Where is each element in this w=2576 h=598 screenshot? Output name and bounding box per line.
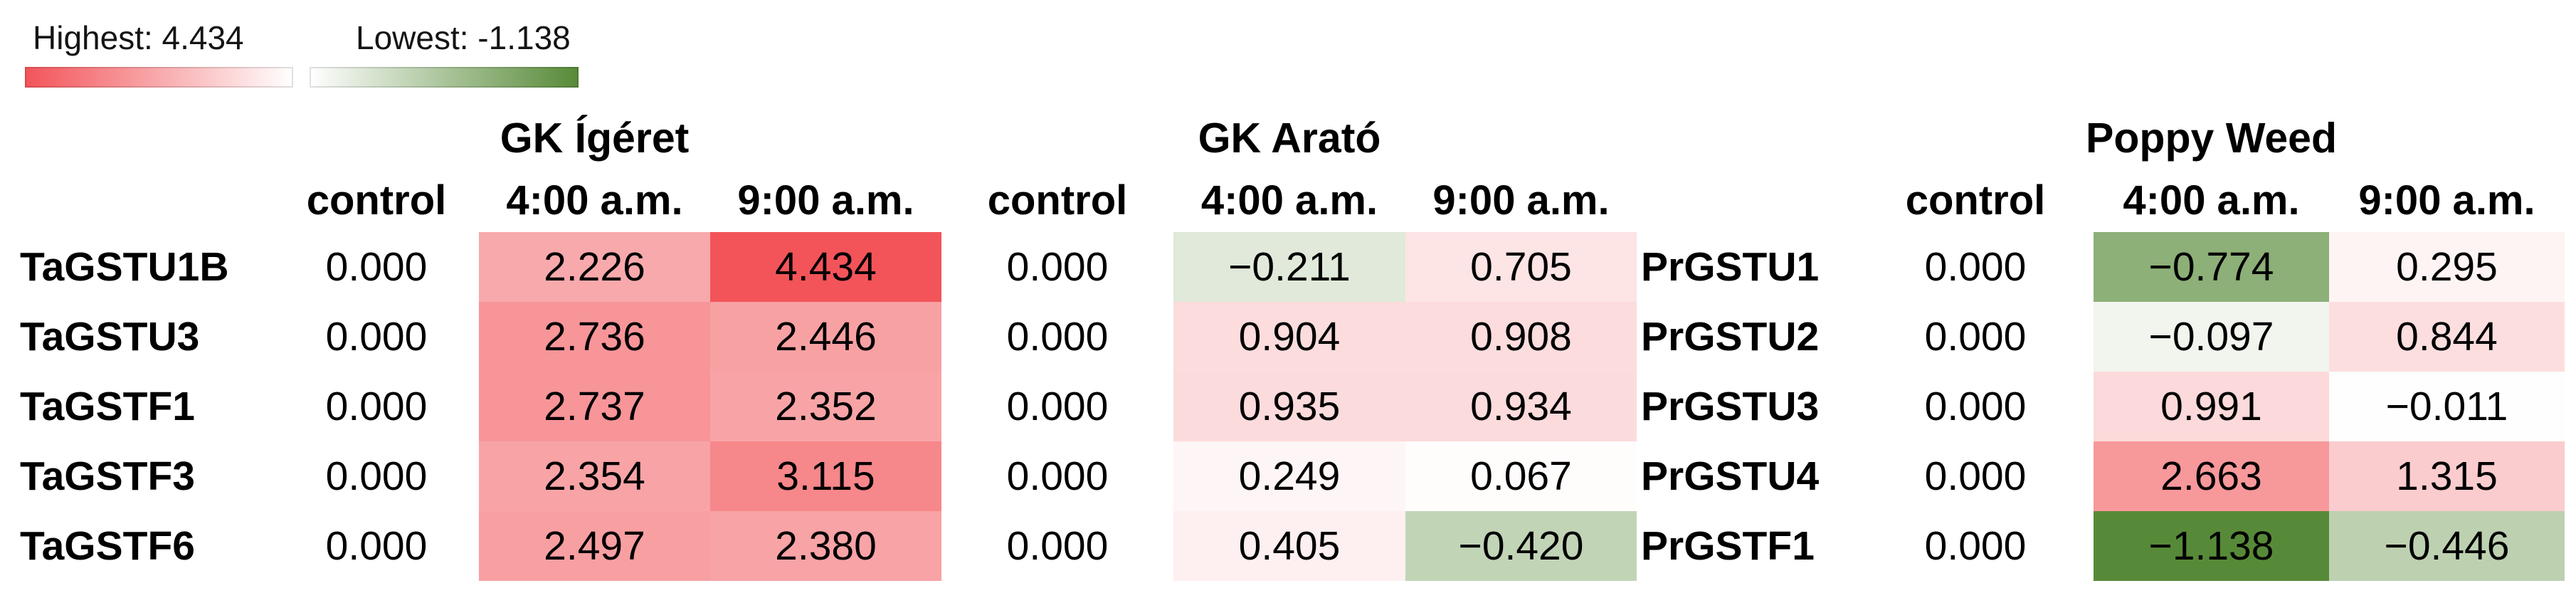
heatmap-cell: 0.935 (1173, 372, 1405, 441)
column-header: 4:00 a.m. (1200, 177, 1378, 224)
row-label: PrGSTU4 (1641, 453, 1820, 499)
heatmap-cell: 0.000 (1857, 372, 2094, 441)
legend-highest-label: Highest: 4.434 (33, 19, 244, 56)
heatmap-cell: 2.446 (710, 302, 941, 372)
heatmap-cell: 2.497 (479, 511, 710, 581)
row-label: TaGSTF1 (20, 383, 195, 429)
heatmap-cell: 0.000 (274, 511, 479, 581)
heatmap-cell: −0.446 (2329, 511, 2565, 581)
row-label: PrGSTU1 (1641, 243, 1820, 290)
column-header: control (306, 177, 447, 224)
heatmap-cell: 0.000 (941, 372, 1173, 441)
row-label: PrGSTU2 (1641, 313, 1820, 360)
heatmap-cell: 0.000 (1857, 302, 2094, 372)
heatmap-cell: 2.380 (710, 511, 941, 581)
heatmap-cell: 0.000 (274, 302, 479, 372)
heatmap-cell: 2.352 (710, 372, 941, 441)
heatmap-cell: 0.000 (274, 372, 479, 441)
column-header: control (1905, 177, 2046, 224)
color-scale-legend: Highest: 4.434 Lowest: -1.138 (0, 0, 612, 107)
heatmap-cell: 0.295 (2329, 232, 2565, 302)
heatmap-cell: 0.249 (1173, 441, 1405, 511)
group-title: GK Arató (1198, 114, 1381, 162)
column-header: 9:00 a.m. (737, 177, 914, 224)
column-header: 4:00 a.m. (2123, 177, 2300, 224)
heatmap-cell: −0.011 (2329, 372, 2565, 441)
column-header: 9:00 a.m. (1432, 177, 1610, 224)
heatmap-cell: 0.908 (1405, 302, 1637, 372)
heatmap-cell: 0.844 (2329, 302, 2565, 372)
heatmap-cell: 0.000 (941, 441, 1173, 511)
heatmap-cell: 0.705 (1405, 232, 1637, 302)
heatmap-cell: 0.000 (1857, 441, 2094, 511)
heatmap-cell: 0.405 (1173, 511, 1405, 581)
heatmap-cell: 0.000 (941, 302, 1173, 372)
heatmap-cell: −0.097 (2094, 302, 2329, 372)
heatmap-cell: 2.737 (479, 372, 710, 441)
row-label: TaGSTU3 (20, 313, 200, 360)
column-header: control (987, 177, 1128, 224)
heatmap-cell: 0.000 (274, 232, 479, 302)
heatmap-cell: 2.736 (479, 302, 710, 372)
heatmap-table: GK Ígéret control 4:00 a.m. 9:00 a.m. 0.000 2… (0, 107, 2565, 581)
row-label: PrGSTF1 (1641, 523, 1815, 569)
row-label: TaGSTF6 (20, 523, 195, 569)
heatmap-cell: 0.934 (1405, 372, 1637, 441)
heatmap-cell: 2.226 (479, 232, 710, 302)
heatmap-cell: −0.420 (1405, 511, 1637, 581)
group-title: Poppy Weed (2086, 114, 2337, 162)
heatmap-cell: 0.000 (941, 511, 1173, 581)
legend-lowest-label: Lowest: -1.138 (356, 19, 571, 56)
heatmap-cell: 0.904 (1173, 302, 1405, 372)
heatmap-cell: 4.434 (710, 232, 941, 302)
heatmap-cell: −0.774 (2094, 232, 2329, 302)
row-label: TaGSTF3 (20, 453, 195, 499)
heatmap-cell: 0.067 (1405, 441, 1637, 511)
legend-gradient-low-bar (310, 67, 579, 88)
heatmap-cell: −0.211 (1173, 232, 1405, 302)
column-header: 9:00 a.m. (2358, 177, 2535, 224)
heatmap-cell: 0.000 (1857, 232, 2094, 302)
row-label: TaGSTU1B (20, 243, 229, 290)
heatmap-cell: 0.000 (941, 232, 1173, 302)
heatmap-cell: 0.000 (274, 441, 479, 511)
heatmap-cell: −1.138 (2094, 511, 2329, 581)
heatmap-cell: 2.354 (479, 441, 710, 511)
column-header: 4:00 a.m. (506, 177, 683, 224)
heatmap-cell: 1.315 (2329, 441, 2565, 511)
heatmap-cell: 3.115 (710, 441, 941, 511)
row-label: PrGSTU3 (1641, 383, 1820, 429)
group-title: GK Ígéret (500, 114, 690, 162)
legend-gradient-high-bar (25, 67, 293, 88)
heatmap-cell: 0.991 (2094, 372, 2329, 441)
heatmap-cell: 0.000 (1857, 511, 2094, 581)
heatmap-cell: 2.663 (2094, 441, 2329, 511)
